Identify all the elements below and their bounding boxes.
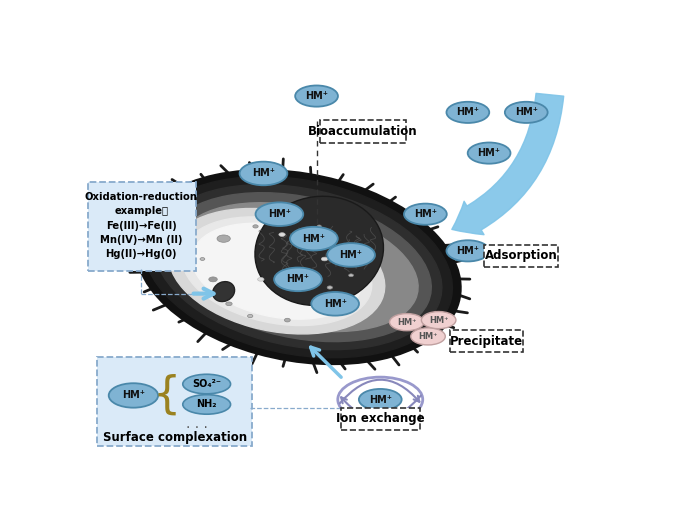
- Text: Precipitate: Precipitate: [450, 335, 523, 348]
- FancyArrowPatch shape: [452, 93, 564, 235]
- Ellipse shape: [338, 377, 423, 422]
- Text: HM⁺: HM⁺: [514, 107, 538, 117]
- Ellipse shape: [255, 196, 384, 305]
- Text: NH₂: NH₂: [197, 399, 217, 409]
- Ellipse shape: [327, 243, 375, 267]
- Ellipse shape: [317, 225, 321, 228]
- Ellipse shape: [404, 204, 447, 225]
- Text: SO₄²⁻: SO₄²⁻: [192, 379, 221, 389]
- Ellipse shape: [136, 170, 460, 364]
- Ellipse shape: [178, 203, 418, 332]
- Text: HM⁺: HM⁺: [302, 234, 325, 244]
- Ellipse shape: [295, 86, 338, 107]
- Ellipse shape: [154, 185, 442, 350]
- Ellipse shape: [349, 274, 353, 277]
- Text: HM⁺: HM⁺: [268, 209, 291, 219]
- Text: Oxidation-reduction
example：
Fe(III)→Fe(II)
Mn(IV)→Mn (II)
Hg(II)→Hg(0): Oxidation-reduction example： Fe(III)→Fe(…: [85, 192, 198, 259]
- Text: Surface complexation: Surface complexation: [103, 431, 247, 444]
- Ellipse shape: [226, 302, 232, 306]
- Ellipse shape: [253, 225, 258, 228]
- Ellipse shape: [164, 193, 432, 342]
- Text: HM⁺: HM⁺: [456, 107, 480, 117]
- FancyBboxPatch shape: [484, 245, 558, 267]
- Ellipse shape: [183, 395, 231, 414]
- FancyArrowPatch shape: [341, 396, 421, 419]
- Text: . . .: . . .: [186, 417, 208, 431]
- Text: HM⁺: HM⁺: [456, 246, 480, 256]
- Ellipse shape: [359, 389, 401, 410]
- FancyBboxPatch shape: [450, 330, 523, 352]
- FancyBboxPatch shape: [341, 408, 419, 430]
- Text: HM⁺: HM⁺: [323, 299, 347, 309]
- Ellipse shape: [321, 257, 327, 261]
- Text: Ion exchange: Ion exchange: [336, 412, 425, 425]
- Text: Bioaccumulation: Bioaccumulation: [308, 125, 418, 138]
- Ellipse shape: [217, 235, 230, 242]
- Ellipse shape: [182, 217, 372, 325]
- Ellipse shape: [109, 383, 158, 408]
- FancyBboxPatch shape: [88, 182, 195, 271]
- Ellipse shape: [337, 298, 344, 302]
- Ellipse shape: [183, 375, 231, 394]
- Text: HM⁺: HM⁺: [340, 250, 362, 260]
- FancyBboxPatch shape: [320, 120, 406, 142]
- FancyBboxPatch shape: [97, 357, 252, 446]
- Ellipse shape: [240, 162, 287, 185]
- Ellipse shape: [421, 312, 456, 329]
- Ellipse shape: [411, 328, 445, 345]
- Text: Adsorption: Adsorption: [484, 249, 558, 262]
- Text: HM⁺: HM⁺: [429, 316, 449, 325]
- Ellipse shape: [212, 281, 235, 302]
- Text: HM⁺: HM⁺: [286, 275, 310, 285]
- Ellipse shape: [200, 258, 205, 260]
- Ellipse shape: [258, 278, 264, 281]
- Ellipse shape: [327, 286, 332, 289]
- Text: HM⁺: HM⁺: [369, 395, 392, 405]
- Ellipse shape: [256, 203, 303, 226]
- FancyArrowPatch shape: [340, 380, 419, 404]
- Text: HM⁺: HM⁺: [419, 332, 438, 341]
- Ellipse shape: [290, 227, 338, 250]
- Ellipse shape: [505, 102, 547, 123]
- Ellipse shape: [144, 177, 452, 358]
- Ellipse shape: [447, 102, 489, 123]
- Text: HM⁺: HM⁺: [414, 209, 437, 219]
- Ellipse shape: [279, 233, 285, 236]
- Ellipse shape: [360, 245, 364, 248]
- Text: HM⁺: HM⁺: [397, 317, 416, 326]
- Text: HM⁺: HM⁺: [305, 91, 328, 101]
- Ellipse shape: [468, 142, 510, 163]
- Ellipse shape: [274, 268, 322, 291]
- Ellipse shape: [390, 314, 424, 331]
- Ellipse shape: [169, 208, 385, 334]
- Text: {: {: [153, 374, 181, 417]
- Ellipse shape: [311, 292, 359, 316]
- Text: HM⁺: HM⁺: [252, 168, 275, 178]
- Text: HM⁺: HM⁺: [477, 148, 501, 158]
- Ellipse shape: [447, 240, 489, 261]
- Ellipse shape: [192, 223, 362, 319]
- Ellipse shape: [284, 318, 290, 322]
- Ellipse shape: [269, 217, 274, 220]
- Ellipse shape: [247, 314, 253, 317]
- Text: HM⁺: HM⁺: [122, 390, 145, 400]
- Ellipse shape: [209, 277, 217, 282]
